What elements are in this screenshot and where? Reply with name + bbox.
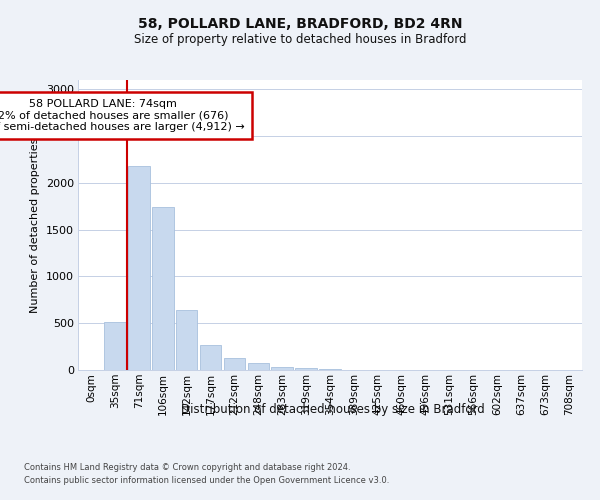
Bar <box>152 207 173 370</box>
Bar <box>248 363 269 370</box>
Bar <box>295 368 317 370</box>
Text: 58 POLLARD LANE: 74sqm
← 12% of detached houses are smaller (676)
87% of semi-de: 58 POLLARD LANE: 74sqm ← 12% of detached… <box>0 98 245 132</box>
Bar <box>271 366 293 370</box>
Bar <box>224 358 245 370</box>
Text: Size of property relative to detached houses in Bradford: Size of property relative to detached ho… <box>134 32 466 46</box>
Y-axis label: Number of detached properties: Number of detached properties <box>30 138 40 312</box>
Bar <box>104 322 126 370</box>
Bar <box>128 166 149 370</box>
Text: Distribution of detached houses by size in Bradford: Distribution of detached houses by size … <box>181 402 485 415</box>
Text: 58, POLLARD LANE, BRADFORD, BD2 4RN: 58, POLLARD LANE, BRADFORD, BD2 4RN <box>138 18 462 32</box>
Bar <box>176 310 197 370</box>
Text: Contains HM Land Registry data © Crown copyright and database right 2024.: Contains HM Land Registry data © Crown c… <box>24 462 350 471</box>
Text: Contains public sector information licensed under the Open Government Licence v3: Contains public sector information licen… <box>24 476 389 485</box>
Bar <box>200 345 221 370</box>
